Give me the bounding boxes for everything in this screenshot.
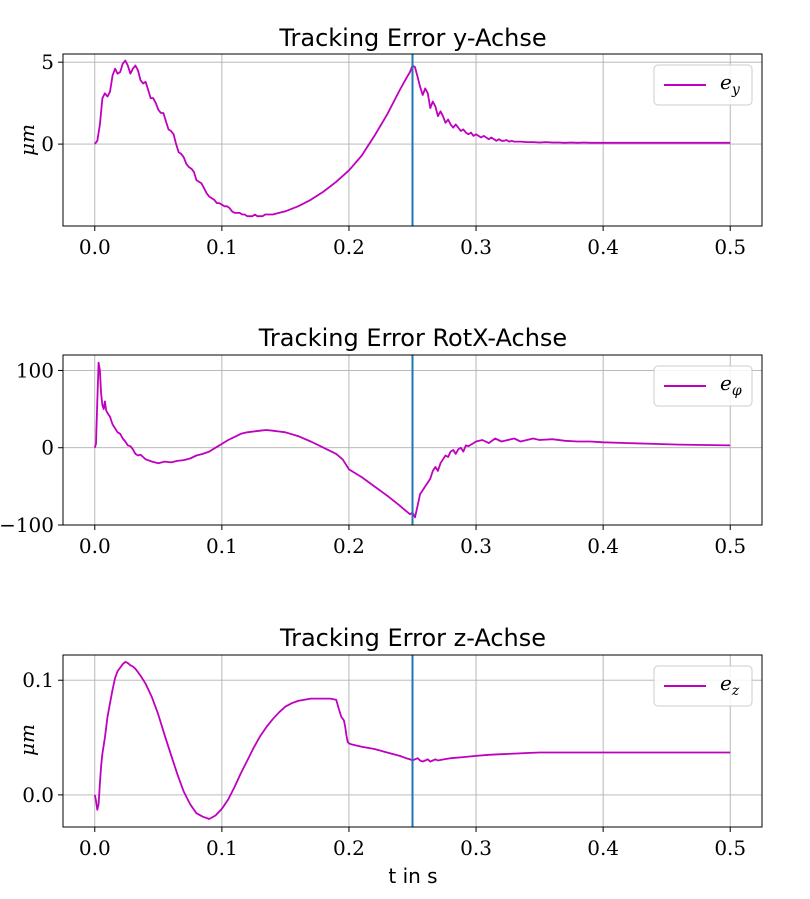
x-tick-label: 0.4 (587, 534, 619, 558)
x-tick-label: 0.2 (333, 534, 365, 558)
legend-subscript: φ (732, 383, 742, 399)
legend: ey (654, 65, 752, 105)
x-tick-label: 0.0 (79, 534, 111, 558)
ticks: 0.0 0.1 0.2 0.3 0.4 0.5 0 5 (41, 50, 746, 259)
x-tick-label: 0.2 (333, 836, 365, 860)
x-axis-label: t in s (388, 864, 437, 888)
y-tick-label: 5 (41, 50, 54, 74)
x-tick-label: 0.1 (206, 235, 238, 259)
x-tick-label: 0.3 (460, 235, 492, 259)
ticks: 0.0 0.1 0.2 0.3 0.4 0.5 −100 0 100 (0, 358, 746, 558)
x-tick-label: 0.5 (714, 235, 746, 259)
y-tick-label: 0.0 (22, 783, 54, 807)
legend-subscript: y (731, 82, 741, 98)
subplot-rotx-axis: Tracking Error RotX-Achse 0.0 0.1 0.2 0.3 0.… (0, 324, 762, 558)
subplot-y-axis: Tracking Error y-Achse μm 0.0 0.1 0.2 0.3 0.… (15, 24, 762, 259)
x-tick-label: 0.1 (206, 836, 238, 860)
subplot-title: Tracking Error RotX-Achse (258, 324, 567, 352)
x-tick-label: 0.3 (460, 534, 492, 558)
y-axis-label: μm (15, 724, 39, 756)
legend-symbol: e (720, 70, 732, 94)
legend: ez (654, 666, 752, 706)
x-tick-label: 0.2 (333, 235, 365, 259)
subplot-title: Tracking Error y-Achse (278, 24, 546, 52)
x-tick-label: 0.4 (587, 836, 619, 860)
x-tick-label: 0.3 (460, 836, 492, 860)
y-tick-label: −100 (0, 513, 54, 537)
x-tick-label: 0.1 (206, 534, 238, 558)
y-axis-label: μm (15, 124, 39, 156)
y-tick-label: 0 (41, 132, 54, 156)
legend-symbol: e (720, 371, 732, 395)
subplot-z-axis: Tracking Error z-Achse μm t in s 0.0 0.1 0… (15, 624, 762, 888)
x-tick-label: 0.0 (79, 836, 111, 860)
x-tick-label: 0.5 (714, 534, 746, 558)
legend-symbol: e (720, 671, 732, 695)
subplot-title: Tracking Error z-Achse (279, 624, 546, 652)
x-tick-label: 0.4 (587, 235, 619, 259)
x-tick-label: 0.0 (79, 235, 111, 259)
legend: eφ (654, 366, 752, 406)
x-tick-label: 0.5 (714, 836, 746, 860)
y-tick-label: 0.1 (22, 668, 54, 692)
y-tick-label: 100 (16, 358, 54, 382)
ticks: 0.0 0.1 0.2 0.3 0.4 0.5 0.0 0.1 (22, 668, 746, 860)
legend-subscript: z (731, 683, 740, 699)
y-tick-label: 0 (41, 436, 54, 460)
